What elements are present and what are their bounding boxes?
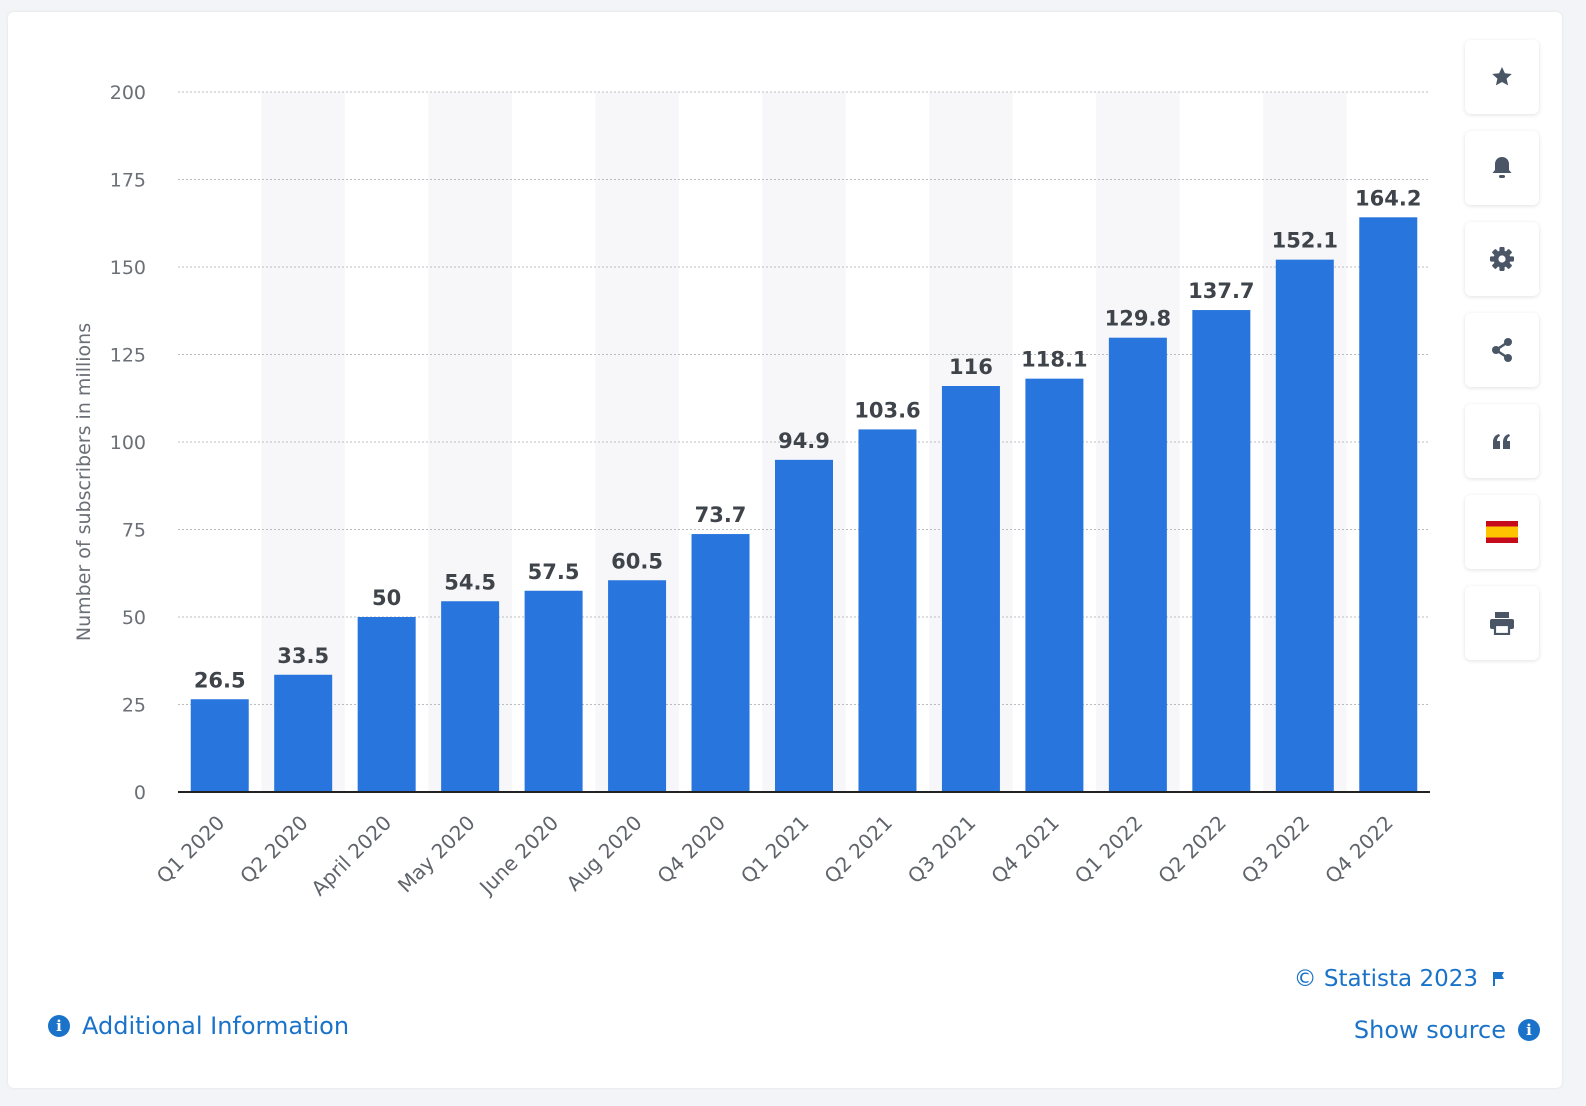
info-icon: i	[48, 1015, 70, 1037]
y-tick-label: 200	[110, 82, 146, 104]
y-tick-label: 0	[134, 782, 146, 804]
x-tick-label: Q1 2021	[736, 811, 814, 889]
bar	[858, 429, 917, 792]
star-icon	[1492, 67, 1512, 86]
x-tick-label: Q4 2020	[652, 811, 730, 889]
share-icon	[1492, 338, 1512, 362]
y-tick-label: 75	[122, 520, 146, 542]
x-tick-label: Q4 2022	[1320, 811, 1398, 889]
flag-icon	[1493, 972, 1504, 986]
value-label: 94.9	[778, 429, 830, 453]
value-label: 103.6	[854, 398, 920, 422]
x-tick-label: Q1 2020	[152, 811, 230, 889]
bar	[608, 580, 667, 792]
quote-icon	[1493, 434, 1510, 449]
bar	[524, 590, 583, 792]
x-tick-label: April 2020	[306, 811, 396, 901]
bar	[1359, 217, 1418, 793]
printer-icon	[1490, 612, 1514, 635]
bar	[1275, 259, 1334, 792]
bell-icon	[1492, 157, 1512, 178]
additional-information-link[interactable]: i Additional Information	[48, 1012, 349, 1040]
x-tick-label: June 2020	[473, 811, 563, 901]
info-icon: i	[1518, 1019, 1540, 1041]
x-tick-label: May 2020	[393, 811, 480, 898]
y-tick-label: 25	[122, 695, 146, 717]
value-label: 152.1	[1272, 229, 1338, 253]
bar	[190, 699, 249, 792]
bar	[1192, 310, 1251, 792]
y-tick-label: 125	[110, 345, 146, 367]
gear-icon	[1490, 247, 1514, 271]
spain-flag-icon	[1486, 521, 1518, 543]
statista-credit[interactable]: © Statista 2023	[1294, 966, 1506, 992]
y-axis-title: Number of subscribers in millions	[73, 323, 95, 641]
bar	[1025, 378, 1084, 792]
y-tick-label: 175	[110, 170, 146, 192]
favorite-button[interactable]	[1465, 40, 1539, 114]
value-label: 33.5	[277, 644, 329, 668]
value-label: 26.5	[194, 668, 246, 692]
bar	[441, 601, 500, 792]
value-labels: 26.5 33.5 50 54.5 57.5 60.5 73.7 94.9 103.6 116 11…	[194, 186, 1422, 692]
y-tick-label: 50	[122, 607, 146, 629]
value-label: 137.7	[1188, 279, 1254, 303]
x-tick-label: Q1 2022	[1070, 811, 1148, 889]
value-label: 129.8	[1105, 307, 1171, 331]
x-tick-label: Q2 2020	[235, 811, 313, 889]
value-label: 73.7	[695, 503, 747, 527]
share-button[interactable]	[1465, 313, 1539, 387]
x-tick-label: Q3 2022	[1237, 811, 1315, 889]
value-label: 164.2	[1355, 186, 1421, 210]
value-label: 60.5	[611, 549, 663, 573]
bar	[357, 617, 416, 792]
bar	[691, 534, 750, 792]
bar	[941, 386, 1000, 792]
print-button[interactable]	[1465, 586, 1539, 660]
value-label: 116	[949, 355, 993, 379]
value-label: 54.5	[444, 570, 496, 594]
language-button[interactable]	[1465, 495, 1539, 569]
show-source-text: Show source	[1353, 1016, 1506, 1044]
x-tick-label: Q2 2022	[1153, 811, 1231, 889]
x-tick-label: Q3 2021	[903, 811, 981, 889]
x-tick-label: Q4 2021	[986, 811, 1064, 889]
y-tick-label: 100	[110, 432, 146, 454]
value-label: 57.5	[528, 560, 580, 584]
bars	[190, 217, 1418, 793]
show-source-link[interactable]: Show source i	[1354, 1016, 1540, 1044]
value-label: 50	[372, 586, 401, 610]
additional-information-text: Additional Information	[82, 1012, 350, 1040]
y-axis-ticks: 0 25 50 75 100 125 150 175 200	[110, 82, 146, 804]
x-tick-label: Q2 2021	[819, 811, 897, 889]
cite-button[interactable]	[1465, 404, 1539, 478]
y-tick-label: 150	[110, 257, 146, 279]
credit-text: © Statista 2023	[1293, 966, 1478, 992]
settings-button[interactable]	[1465, 222, 1539, 296]
bar	[274, 674, 333, 792]
value-label: 118.1	[1021, 348, 1087, 372]
bar	[775, 459, 833, 792]
x-tick-label: Aug 2020	[562, 811, 647, 896]
notification-button[interactable]	[1465, 131, 1539, 205]
bar	[1108, 337, 1167, 792]
